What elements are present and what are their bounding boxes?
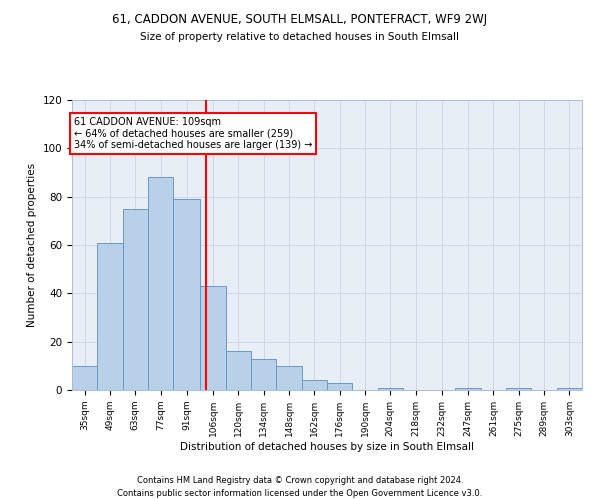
Text: Size of property relative to detached houses in South Elmsall: Size of property relative to detached ho… <box>140 32 460 42</box>
Bar <box>506 388 532 390</box>
Text: 61 CADDON AVENUE: 109sqm
← 64% of detached houses are smaller (259)
34% of semi-: 61 CADDON AVENUE: 109sqm ← 64% of detach… <box>74 117 312 150</box>
X-axis label: Distribution of detached houses by size in South Elmsall: Distribution of detached houses by size … <box>180 442 474 452</box>
Text: Contains HM Land Registry data © Crown copyright and database right 2024.: Contains HM Land Registry data © Crown c… <box>137 476 463 485</box>
Bar <box>302 380 327 390</box>
Text: Contains public sector information licensed under the Open Government Licence v3: Contains public sector information licen… <box>118 489 482 498</box>
Text: 61, CADDON AVENUE, SOUTH ELMSALL, PONTEFRACT, WF9 2WJ: 61, CADDON AVENUE, SOUTH ELMSALL, PONTEF… <box>112 12 488 26</box>
Bar <box>72 366 97 390</box>
Bar <box>277 366 302 390</box>
Bar <box>455 388 481 390</box>
Bar <box>377 388 403 390</box>
Bar <box>122 209 148 390</box>
Bar <box>251 358 277 390</box>
Bar <box>173 199 200 390</box>
Y-axis label: Number of detached properties: Number of detached properties <box>27 163 37 327</box>
Bar <box>557 388 582 390</box>
Bar <box>226 352 251 390</box>
Bar <box>148 178 173 390</box>
Bar <box>327 383 352 390</box>
Bar <box>200 286 226 390</box>
Bar <box>97 242 122 390</box>
